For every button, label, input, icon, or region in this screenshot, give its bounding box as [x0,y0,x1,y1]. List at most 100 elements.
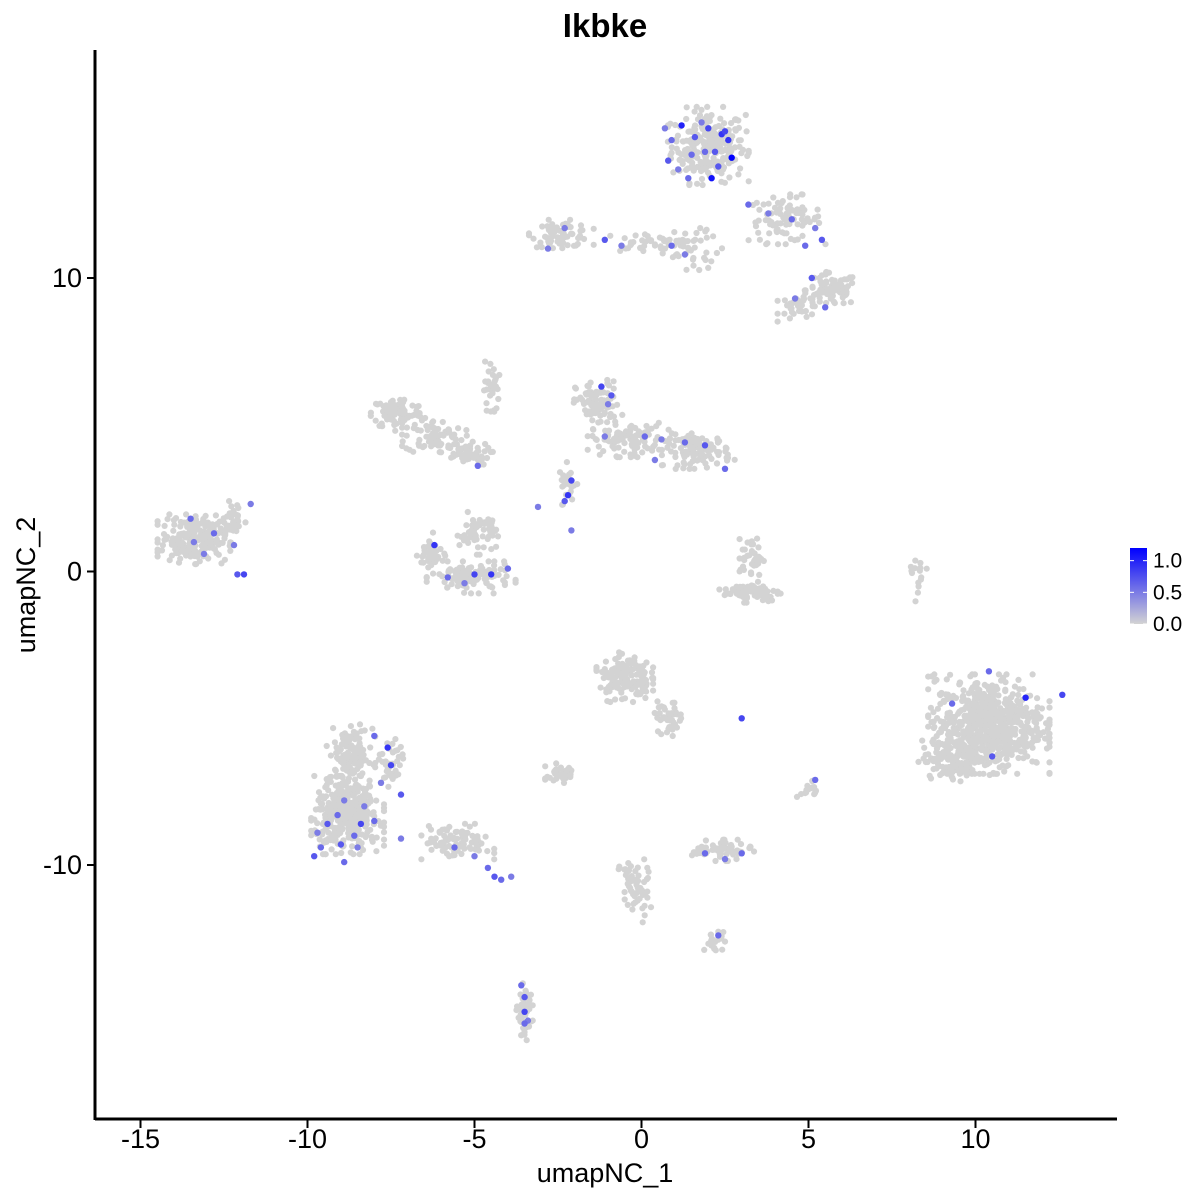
cell-point [782,241,789,248]
x-tick-label: -5 [462,1124,486,1154]
expressing-cell-point [651,456,659,464]
cell-point [369,838,376,845]
cell-point [934,759,941,767]
cell-point [338,741,345,748]
cell-point [619,411,626,418]
cell-point [214,520,221,527]
cell-point [692,236,699,243]
cell-point [564,242,571,249]
cell-point [617,664,624,671]
expressing-cell-point [604,401,612,408]
cell-point [347,849,354,856]
cell-point [430,570,437,577]
cell-point [994,699,1001,707]
cell-point [686,181,693,189]
cell-point [978,695,986,702]
cell-point [753,562,760,569]
cell-point [727,841,735,849]
expressing-cell-point [444,574,451,581]
cell-point [453,828,461,835]
cell-point [501,561,508,568]
cell-point [708,455,715,462]
cell-point [542,233,549,240]
cell-point [356,721,364,728]
y-tick-label: -10 [43,850,82,880]
cell-point [971,738,978,745]
cell-point [635,886,642,893]
expressing-cell-point [334,811,341,819]
cell-point [356,851,363,858]
cell-point [720,103,727,110]
cell-point [367,798,374,805]
cell-point [351,820,358,827]
cell-point [914,589,922,596]
cell-point [674,238,681,245]
expressing-cell-point [822,304,829,311]
cell-point [462,830,470,837]
expressing-cell-point [234,571,241,578]
cell-point [569,496,576,503]
expressing-cell-point [564,492,572,499]
cell-point [967,728,975,735]
cell-point [745,147,752,154]
cell-point [944,714,951,721]
cell-point [602,658,610,665]
cell-point [693,440,700,447]
cell-point [333,744,340,751]
cell-point [956,681,963,688]
cell-point [697,237,704,244]
cell-point [658,446,666,453]
cell-point [603,669,610,676]
cell-point [770,587,777,595]
cell-point [379,423,386,430]
cell-point [319,793,326,800]
cell-point [610,666,617,673]
cell-point [471,537,478,544]
cell-point [183,511,190,518]
cell-point [547,229,555,236]
cell-point [358,840,365,847]
cell-point [622,675,629,682]
cell-point [651,709,658,717]
cell-point [419,553,426,560]
cell-point [460,458,467,465]
cell-point [798,302,806,309]
expressing-cell-point [247,500,254,508]
cell-point [331,825,338,832]
cell-point [330,725,337,732]
cell-point [487,528,494,535]
cell-point [481,575,488,583]
cell-point [579,396,586,403]
cell-point [977,704,984,712]
cell-point [690,446,697,453]
cell-point [986,759,993,766]
cell-point [818,281,825,288]
expressing-cell-point [668,242,675,249]
cell-point [631,452,638,459]
cell-point [460,537,468,544]
cell-point [1008,702,1016,709]
cell-point [641,878,648,886]
cell-point [960,741,967,748]
cell-point [672,453,679,461]
cell-point [1004,748,1012,755]
cell-point [691,244,698,251]
cell-point [463,522,470,529]
cell-point [154,518,161,525]
cell-point [439,847,446,854]
expressing-cell-point [387,762,395,769]
expressing-cell-point [691,133,699,141]
cell-point [644,888,651,895]
expressing-cell-point [745,201,752,208]
cell-point [640,662,647,669]
cell-point [616,454,623,461]
cell-point [950,763,958,770]
cell-point [631,654,638,661]
cell-point [436,442,444,449]
cell-point [359,770,366,777]
cell-point [659,250,666,257]
cell-point [352,814,359,821]
cell-point [319,851,327,858]
cell-point [215,551,222,558]
cell-point [976,770,983,777]
